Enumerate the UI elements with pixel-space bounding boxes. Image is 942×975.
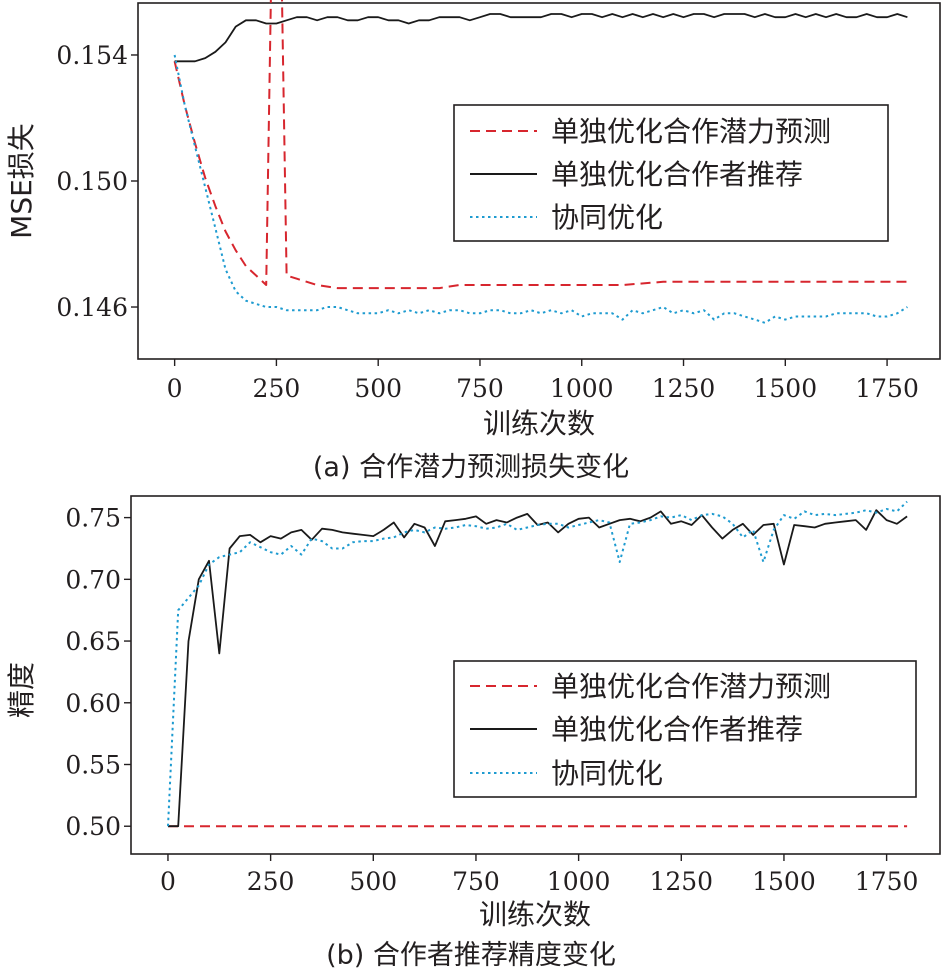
x-axis-label: 训练次数 — [483, 407, 595, 440]
legend-label-blue: 协同优化 — [551, 201, 663, 234]
chart-b-accuracy: 0 250 500 750 1000 1250 1500 1750 0.500.550.600… — [5, 495, 941, 971]
y-tick-label: 0.60 — [65, 689, 121, 718]
x-tick-label: 1500 — [753, 374, 817, 403]
chart-caption: (b) 合作者推荐精度变化 — [326, 940, 616, 971]
legend-label-blue: 协同优化 — [551, 757, 663, 790]
y-tick-label: 0.55 — [65, 751, 121, 780]
x-tick-label: 750 — [452, 867, 500, 896]
y-tick-label: 0.65 — [65, 627, 121, 656]
x-tick-label: 250 — [253, 374, 301, 403]
series-layer — [173, 0, 908, 324]
x-tick-group: 0 250 500 750 1000 1250 1500 1750 — [160, 854, 918, 896]
legend-label-red: 单独优化合作潜力预测 — [551, 115, 831, 148]
x-tick-label: 1750 — [855, 867, 919, 896]
y-tick-label: 0.150 — [56, 167, 128, 196]
series-line-black — [174, 13, 908, 63]
x-tick-label: 1750 — [855, 374, 919, 403]
legend-label-black: 单独优化合作者推荐 — [551, 158, 803, 191]
legend-label-red: 单独优化合作潜力预测 — [551, 670, 831, 703]
y-tick-label: 0.154 — [56, 41, 128, 70]
chart-a-loss: 0 250 500 750 1000 1250 1500 1750 0.1460.1500.1… — [5, 0, 941, 483]
x-tick-label: 1500 — [752, 867, 816, 896]
legend: 单独优化合作潜力预测 单独优化合作者推荐 协同优化 — [453, 660, 917, 798]
x-tick-label: 1000 — [547, 867, 611, 896]
series-layer — [167, 500, 908, 828]
x-tick-group: 0 250 500 750 1000 1250 1500 1750 — [167, 359, 919, 403]
x-tick-label: 500 — [354, 374, 402, 403]
series-line-red — [173, 0, 908, 290]
y-tick-label: 0.50 — [65, 812, 121, 841]
x-tick-label: 1250 — [652, 374, 716, 403]
y-tick-label: 0.146 — [56, 293, 128, 322]
x-tick-label: 1000 — [550, 374, 614, 403]
y-tick-label: 0.75 — [65, 504, 121, 533]
legend-label-black: 单独优化合作者推荐 — [551, 713, 803, 746]
x-tick-label: 500 — [349, 867, 397, 896]
y-axis-label: 精度 — [5, 662, 38, 718]
x-tick-label: 250 — [247, 867, 295, 896]
x-axis-label: 训练次数 — [479, 898, 591, 931]
series-line-blue — [173, 54, 908, 324]
x-tick-label: 0 — [160, 867, 176, 896]
x-tick-label: 0 — [167, 374, 183, 403]
y-tick-label: 0.70 — [65, 565, 121, 594]
x-tick-label: 750 — [456, 374, 504, 403]
series-line-blue — [167, 500, 908, 827]
y-axis-label: MSE损失 — [5, 123, 38, 239]
plot-frame — [130, 495, 941, 855]
y-tick-group: 0.50 0.55 0.60 0.65 0.70 0.75 — [65, 504, 131, 841]
chart-caption: (a) 合作潜力预测损失变化 — [313, 452, 629, 483]
legend: 单独优化合作潜力预测 单独优化合作者推荐 协同优化 — [453, 104, 889, 242]
x-tick-label: 1250 — [649, 867, 713, 896]
y-tick-group: 0.146 0.150 0.154 — [56, 41, 138, 322]
